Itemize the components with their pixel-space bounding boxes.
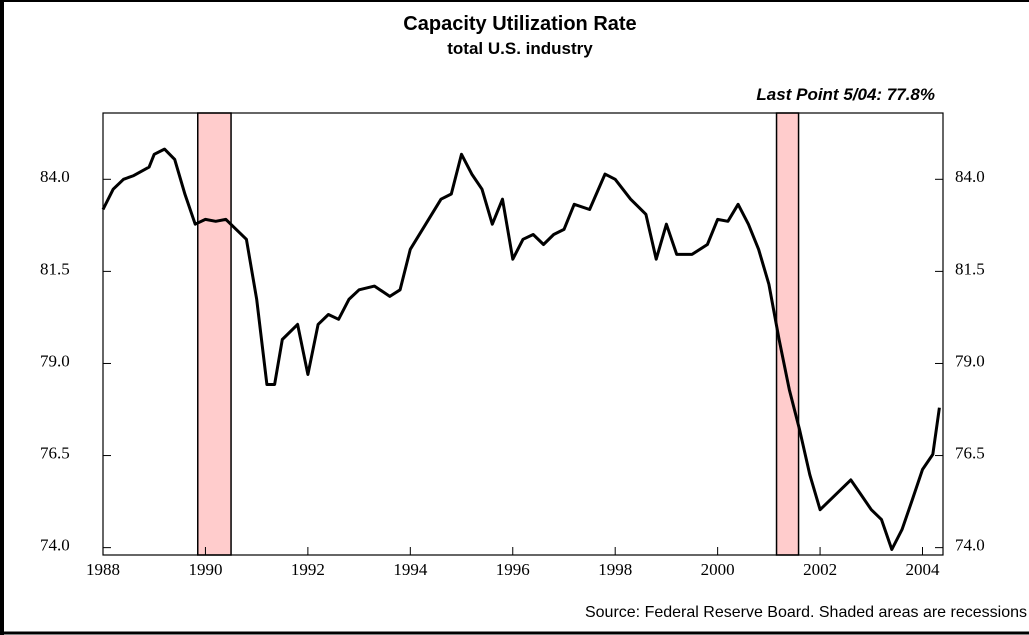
x-tick-label: 2004 [906, 560, 941, 579]
recession-band [197, 112, 232, 556]
y-tick-label: 74.0 [40, 536, 70, 555]
y-tick-label: 81.5 [40, 259, 70, 278]
y2-tick-label: 74.0 [955, 536, 985, 555]
y2-tick-label: 76.5 [955, 443, 985, 462]
x-tick-label: 2002 [803, 560, 837, 579]
y2-tick-label: 84.0 [955, 167, 985, 186]
y-tick-label: 84.0 [40, 167, 70, 186]
x-tick-label: 1994 [393, 560, 428, 579]
recession-band [775, 112, 800, 556]
y2-tick-label: 79.0 [955, 351, 985, 370]
y-tick-label: 79.0 [40, 351, 70, 370]
plot-frame [102, 112, 944, 556]
source-note: Source: Federal Reserve Board. Shaded ar… [585, 604, 1027, 621]
x-tick-label: 1998 [598, 560, 632, 579]
x-tick-label: 2000 [701, 560, 735, 579]
chart-subtitle: total U.S. industry [447, 39, 593, 58]
y2-tick-label: 81.5 [955, 259, 985, 278]
chart-title: Capacity Utilization Rate [403, 13, 636, 35]
x-tick-label: 1992 [291, 560, 325, 579]
annotation: Last Point 5/04: 77.8% [756, 85, 935, 104]
x-tick-label: 1996 [496, 560, 530, 579]
y-tick-label: 76.5 [40, 443, 70, 462]
x-tick-label: 1988 [86, 560, 120, 579]
x-tick-label: 1990 [188, 560, 222, 579]
data-line [101, 147, 941, 551]
